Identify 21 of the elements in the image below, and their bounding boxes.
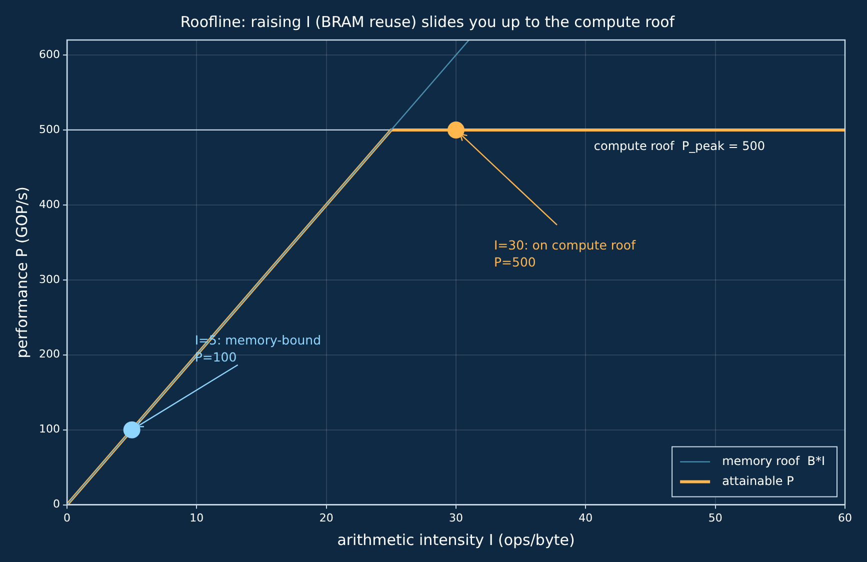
y-tick-label: 500 (38, 122, 60, 136)
x-tick-label: 20 (319, 511, 334, 524)
x-axis-title: arithmetic intensity I (ops/byte) (337, 530, 575, 549)
y-tick-label: 100 (38, 422, 60, 436)
chart-title: Roofline: raising I (BRAM reuse) slides you up to the compute roof (180, 12, 676, 31)
x-tick-label: 60 (838, 511, 852, 524)
legend-label: memory roof B*I (722, 454, 826, 468)
ref-line-label: compute roof P_peak = 500 (594, 139, 765, 154)
y-tick-label: 200 (38, 348, 60, 361)
y-tick-label: 600 (38, 48, 60, 61)
x-tick-label: 30 (449, 511, 463, 524)
y-axis-title: performance P (GOP/s) (12, 186, 31, 358)
x-tick-label: 40 (578, 511, 593, 524)
legend-label: attainable P (722, 474, 794, 488)
x-tick-label: 0 (63, 511, 70, 524)
x-tick-label: 50 (708, 511, 722, 524)
y-tick-label: 400 (38, 198, 60, 211)
y-tick-label: 0 (52, 498, 60, 511)
y-tick-label: 300 (38, 272, 60, 286)
annotation: I=30: on compute roof P=500 (494, 237, 636, 270)
x-tick-label: 10 (190, 511, 204, 524)
